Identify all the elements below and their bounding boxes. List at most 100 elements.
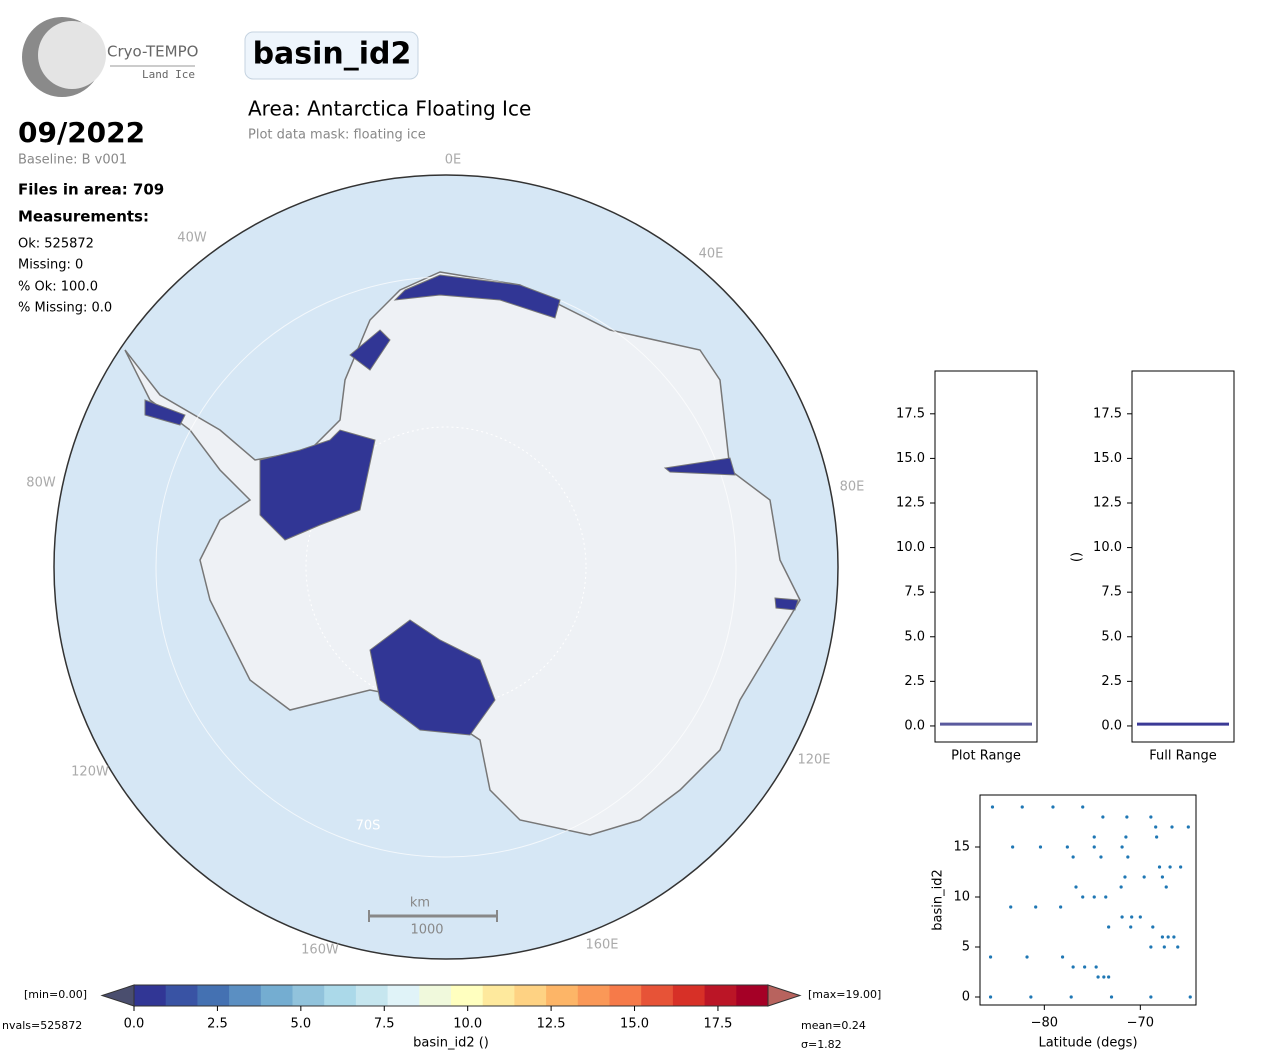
ronne-ice-shelf bbox=[259, 429, 376, 541]
x-tick-label: −70 bbox=[1127, 1016, 1154, 1031]
point bbox=[1107, 925, 1111, 929]
point bbox=[1109, 995, 1114, 999]
point bbox=[1099, 855, 1103, 859]
point bbox=[1025, 955, 1029, 959]
y-tick-label: 12.5 bbox=[1093, 495, 1122, 510]
point bbox=[1157, 865, 1162, 869]
point bbox=[1154, 825, 1158, 829]
color-bin bbox=[514, 985, 547, 1006]
y-axis-label: basin_id2 bbox=[931, 869, 946, 930]
color-bin bbox=[482, 985, 515, 1006]
point bbox=[990, 805, 995, 809]
y-tick-label: 17.5 bbox=[1093, 406, 1122, 421]
color-bin bbox=[165, 985, 198, 1006]
colorbar-label: basin_id2 () bbox=[413, 1036, 489, 1051]
ross-ice-shelf bbox=[369, 619, 496, 736]
point bbox=[1123, 875, 1127, 879]
x-tick-label: 7.5 bbox=[374, 1017, 395, 1032]
point bbox=[1020, 805, 1024, 809]
ice-shelf bbox=[393, 274, 561, 319]
point bbox=[1186, 825, 1190, 829]
measurement: Ok: 525872 bbox=[18, 237, 94, 252]
nvals: nvals=525872 bbox=[2, 1019, 82, 1032]
measurement: % Missing: 0.0 bbox=[18, 301, 112, 316]
point bbox=[1142, 875, 1146, 879]
point bbox=[1179, 865, 1183, 869]
point bbox=[1170, 825, 1174, 829]
x-axis-label: Plot Range bbox=[951, 749, 1021, 764]
colorbar-frame bbox=[133, 984, 769, 1007]
point bbox=[1034, 905, 1038, 909]
color-bin bbox=[292, 985, 325, 1006]
point bbox=[1102, 975, 1106, 979]
x-tick-label: 12.5 bbox=[537, 1017, 566, 1032]
scale-value: 1000 bbox=[410, 923, 443, 938]
scale-unit: km bbox=[410, 896, 430, 911]
point bbox=[1188, 995, 1192, 999]
logo-name: Cryo-TEMPO bbox=[107, 43, 198, 61]
point bbox=[1120, 915, 1124, 919]
logo-earth bbox=[38, 21, 106, 89]
color-bin bbox=[641, 985, 674, 1006]
point bbox=[1155, 835, 1159, 839]
extend-under bbox=[100, 984, 135, 1007]
min-label: [min=0.00] bbox=[24, 988, 87, 1001]
point bbox=[1092, 835, 1096, 839]
y-axis-label: () bbox=[1070, 552, 1085, 562]
point bbox=[1101, 815, 1105, 819]
color-bin bbox=[577, 985, 610, 1006]
extend-over bbox=[767, 984, 802, 1007]
point bbox=[1124, 835, 1128, 839]
y-tick-label: 10.0 bbox=[1093, 540, 1122, 555]
point bbox=[1069, 995, 1073, 999]
point bbox=[1149, 945, 1153, 949]
point bbox=[1071, 965, 1075, 969]
y-tick-label: 12.5 bbox=[896, 495, 925, 510]
point bbox=[1126, 855, 1130, 859]
point bbox=[1060, 955, 1065, 959]
point bbox=[1092, 845, 1096, 849]
y-tick-label: 0.0 bbox=[1101, 718, 1122, 733]
graticule-label: 120W bbox=[71, 765, 109, 780]
color-bin bbox=[387, 985, 420, 1006]
x-tick-label: 0.0 bbox=[124, 1017, 145, 1032]
ice-shelf bbox=[774, 597, 799, 611]
point bbox=[1065, 845, 1069, 849]
color-bin bbox=[419, 985, 452, 1006]
point bbox=[1129, 925, 1133, 929]
y-tick-label: 5.0 bbox=[1101, 629, 1122, 644]
color-bin bbox=[736, 985, 769, 1006]
y-tick-label: 15.0 bbox=[1093, 451, 1122, 466]
point bbox=[1172, 935, 1176, 939]
y-tick-label: 2.5 bbox=[1101, 674, 1122, 689]
baseline: Baseline: B v001 bbox=[18, 153, 127, 168]
x-axis-label: Latitude (degs) bbox=[1038, 1036, 1137, 1051]
y-tick-label: 5.0 bbox=[904, 629, 925, 644]
point bbox=[1149, 815, 1153, 819]
graticule-label: 80W bbox=[26, 476, 56, 491]
x-tick-label: 5.0 bbox=[290, 1017, 311, 1032]
y-tick-label: 15.0 bbox=[896, 451, 925, 466]
y-tick-label: 2.5 bbox=[904, 674, 925, 689]
point bbox=[1081, 895, 1085, 899]
x-tick-label: 17.5 bbox=[703, 1017, 732, 1032]
area: Area: Antarctica Floating Ice bbox=[248, 97, 531, 121]
color-bin bbox=[324, 985, 357, 1006]
ice-shelf bbox=[349, 329, 391, 371]
y-tick-label: 7.5 bbox=[1101, 585, 1122, 600]
x-axis-label: Full Range bbox=[1149, 749, 1217, 764]
graticule-label: 160E bbox=[585, 938, 618, 953]
axes-frame bbox=[934, 370, 1038, 743]
color-bin bbox=[197, 985, 230, 1006]
graticule-label: 120E bbox=[797, 753, 830, 768]
measurement: Missing: 0 bbox=[18, 258, 83, 273]
color-bin bbox=[260, 985, 293, 1006]
y-tick-label: 10 bbox=[953, 890, 970, 905]
graticule-label: 70S bbox=[356, 819, 381, 834]
color-bin bbox=[355, 985, 389, 1006]
point bbox=[1104, 895, 1108, 899]
point bbox=[1160, 875, 1164, 879]
title-box bbox=[244, 31, 419, 80]
graticule bbox=[305, 426, 587, 708]
